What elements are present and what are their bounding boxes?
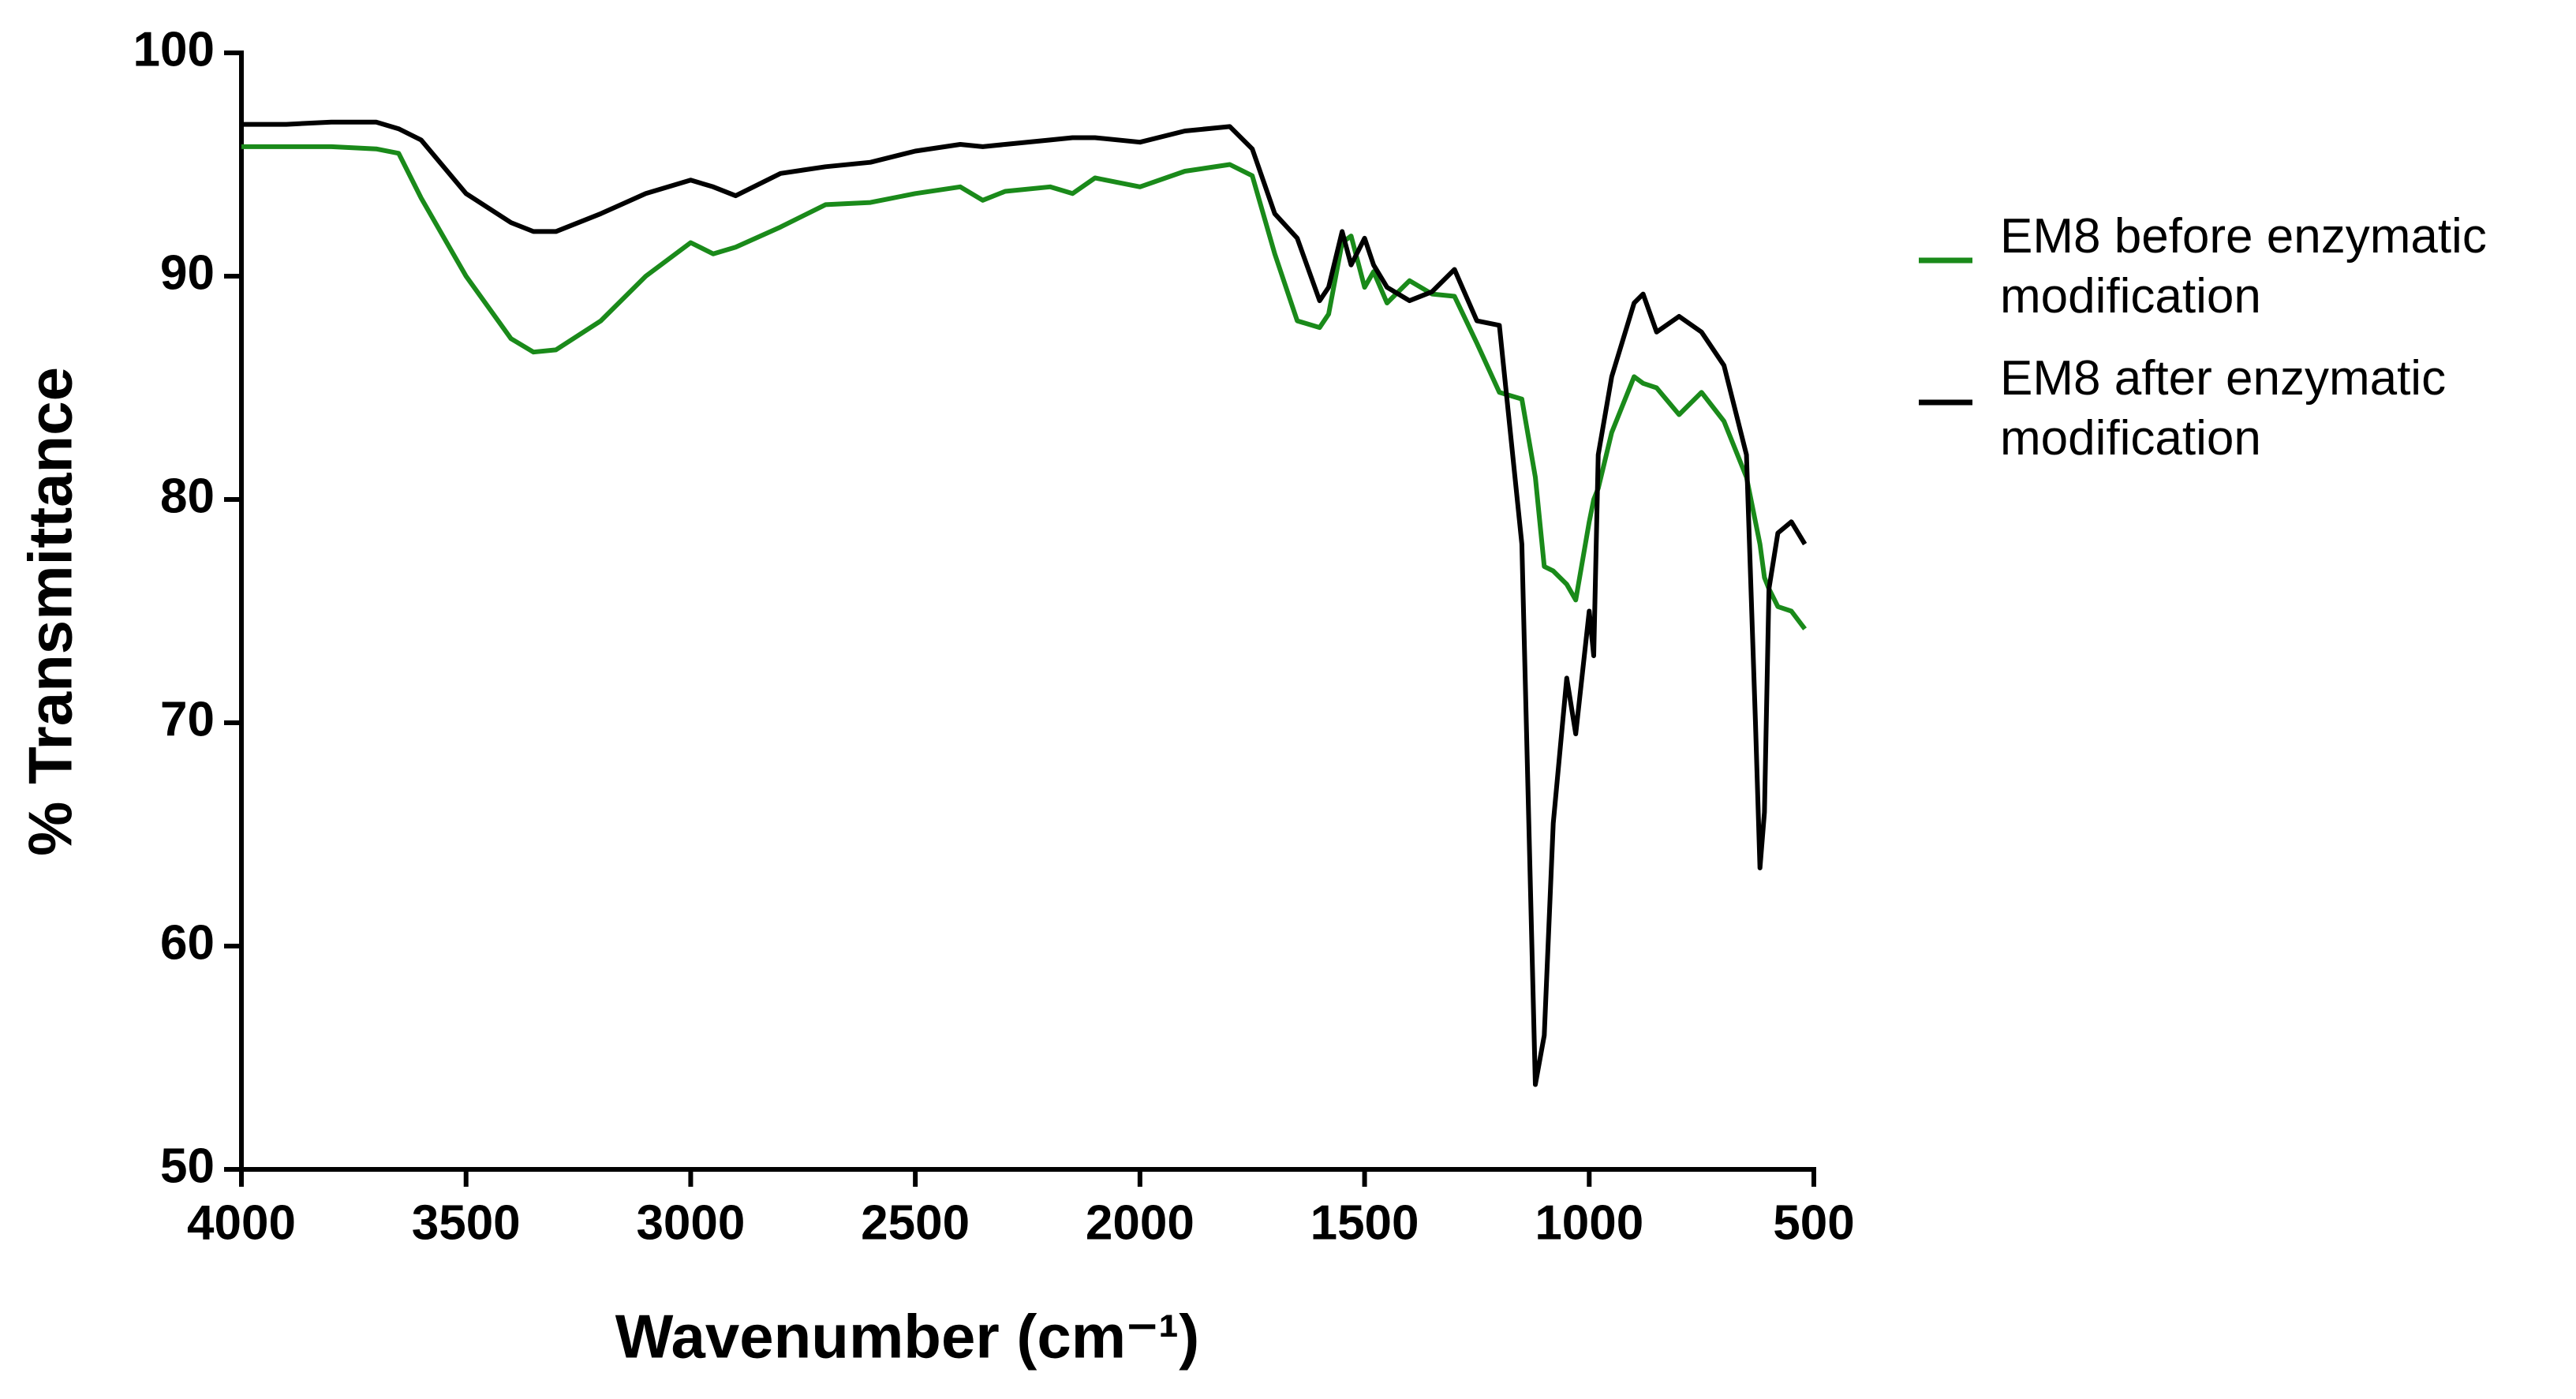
x-tick-label: 4000 bbox=[187, 1195, 296, 1250]
y-tick-label: 90 bbox=[160, 245, 215, 300]
x-axis-title: Wavenumber (cm⁻¹) bbox=[615, 1302, 1199, 1371]
x-tick-label: 2000 bbox=[1086, 1195, 1195, 1250]
y-tick-label: 100 bbox=[133, 22, 215, 77]
series-line bbox=[241, 144, 1807, 630]
x-tick-label: 3500 bbox=[412, 1195, 521, 1250]
x-tick-label: 2500 bbox=[861, 1195, 970, 1250]
y-axis-title: % Transmittance bbox=[16, 367, 85, 856]
x-tick-label: 1500 bbox=[1310, 1195, 1419, 1250]
y-tick-label: 50 bbox=[160, 1139, 215, 1193]
legend-label: EM8 after enzymatic modification bbox=[2000, 351, 2447, 466]
x-tick-label: 3000 bbox=[636, 1195, 745, 1250]
series-line bbox=[241, 119, 1808, 1087]
x-tick-label: 1000 bbox=[1535, 1195, 1643, 1250]
x-tick-label: 500 bbox=[1773, 1195, 1854, 1250]
y-tick-label: 70 bbox=[160, 692, 215, 746]
y-tick-label: 60 bbox=[160, 915, 215, 970]
y-tick-label: 80 bbox=[160, 469, 215, 523]
legend-label: EM8 before enzymatic modification bbox=[2000, 209, 2487, 324]
